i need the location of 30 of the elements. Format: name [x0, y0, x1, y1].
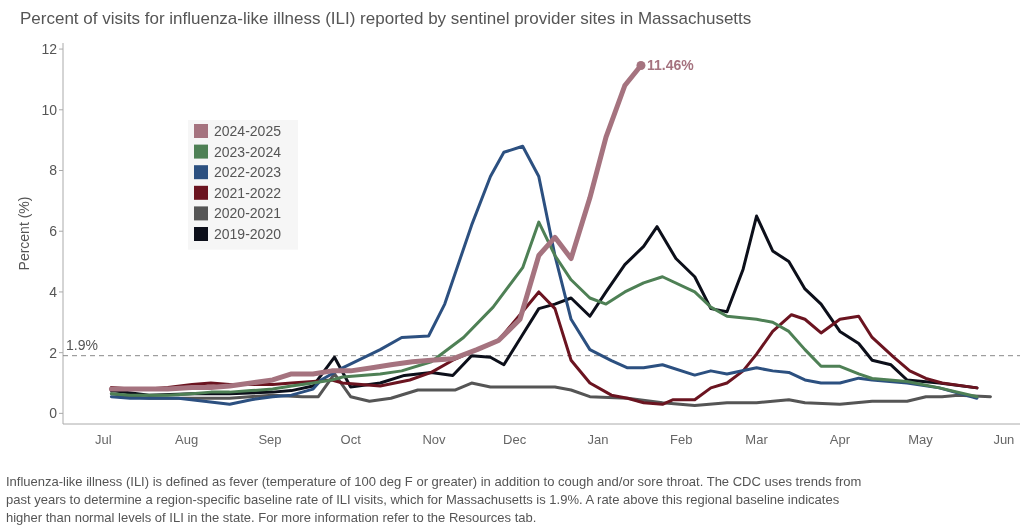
y-tick-label: 0 [49, 405, 58, 422]
annotation: 11.46% [646, 57, 695, 74]
y-tick-label: 12 [41, 40, 58, 57]
y-tick-label: 2 [49, 344, 58, 361]
legend-label: 2020-2021 [214, 205, 282, 222]
x-tick-label: Mar [745, 432, 769, 447]
x-tick-label: Dec [503, 432, 527, 447]
legend-label: 2023-2024 [214, 143, 282, 160]
x-tick-label: Nov [422, 432, 447, 447]
x-tick-label: Sep [258, 432, 282, 447]
x-tick-label: Jan [587, 432, 609, 447]
text: Influenza-like illness (ILI) is defined as fever (temperature of 100 deg F or greater) in addition to cough and/or sore throat. The CDC uses trends from past years to determine a region-specific baseline rate of ILI visits, which for Massachusetts is 1.9%. A rate above this regional baseline indicates higher than normal levels of ILI in the state. For more information refer to the Resources tab. [6, 474, 862, 525]
x-tick-label: May [908, 432, 934, 447]
ref-line-label: 1.9% [66, 336, 98, 353]
x-tick-label: Feb [670, 432, 693, 447]
chart-title: Percent of visits for influenza-like illness (ILI) reported by sentinel provider sites in Massachusetts [20, 9, 752, 28]
y-tick-label: 10 [41, 101, 58, 118]
y-tick-label: 6 [49, 223, 58, 240]
x-tick-label: Oct [340, 432, 362, 447]
legend-label: 2021-2022 [214, 184, 282, 201]
x-tick-label: Aug [175, 432, 199, 447]
legend-label: 2019-2020 [214, 225, 282, 242]
x-tick-label: Apr [829, 432, 851, 447]
legend-label: 2024-2025 [214, 122, 282, 139]
y-tick-label: 8 [49, 162, 58, 179]
y-tick-label: 4 [49, 283, 58, 300]
x-tick-label: Jul [95, 432, 112, 447]
legend-label: 2022-2023 [214, 164, 282, 181]
y-axis-title: Percent (%) [16, 196, 32, 271]
x-tick-label: Jun [993, 432, 1015, 447]
